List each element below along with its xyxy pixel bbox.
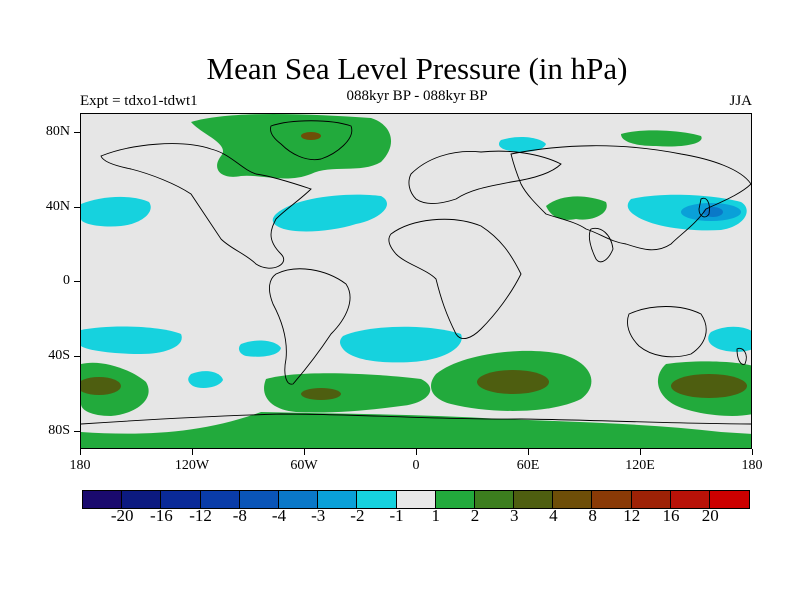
color-legend-cell	[474, 491, 515, 508]
asia-positive-region	[546, 196, 607, 220]
south-america-coast	[269, 268, 351, 385]
coastlines	[81, 120, 751, 425]
color-legend-label: -4	[271, 506, 287, 525]
color-legend-cell	[318, 491, 358, 508]
color-legend-label: -2	[350, 506, 365, 525]
positive-anomaly-regions	[81, 114, 751, 448]
color-legend-label: 2	[470, 506, 480, 525]
period-subtitle: 088kyr BP - 088kyr BP	[346, 88, 488, 104]
color-legend-label: 8	[588, 506, 597, 525]
color-legend-label: 4	[549, 506, 558, 525]
india-coast	[588, 227, 614, 263]
greenland-high-center	[301, 132, 321, 140]
longitude-label: 60W	[290, 458, 318, 473]
south-pacific-east-low-region	[238, 340, 281, 357]
color-legend-cell	[200, 491, 240, 508]
longitude-tick	[752, 449, 753, 455]
latitude-label: 40S	[48, 348, 70, 363]
south-indian-high-center	[477, 370, 549, 394]
longitude-label: 120W	[174, 458, 210, 473]
longitude-label: 180	[69, 458, 91, 473]
latitude-tick	[74, 207, 80, 208]
experiment-label: Expt = tdxo1-tdwt1	[80, 93, 198, 109]
color-legend-cell	[396, 491, 436, 508]
strong-positive-centers	[81, 132, 747, 400]
color-legend-cell	[435, 491, 475, 508]
color-legend-label: 1	[431, 506, 441, 525]
color-legend-cell	[631, 491, 671, 508]
color-legend-cell	[670, 491, 710, 508]
australia-coast	[627, 306, 707, 358]
longitude-tick	[304, 449, 305, 455]
longitude-tick	[80, 449, 81, 455]
greenland-coast	[270, 120, 353, 161]
color-legend-label: -1	[389, 506, 404, 525]
chart-title: Mean Sea Level Pressure (in hPa)	[206, 51, 628, 86]
strong-negative-centers	[681, 203, 741, 221]
map-canvas	[81, 114, 751, 448]
latitude-label: 40N	[45, 199, 70, 214]
latitude-label: 80N	[45, 124, 70, 139]
color-legend-cell	[83, 491, 123, 508]
color-legend-cell	[122, 491, 162, 508]
color-legend-cell	[357, 491, 397, 508]
south-pacific-west-high-center	[81, 377, 121, 395]
color-legend-label: -16	[150, 506, 173, 525]
color-legend-label: -12	[189, 506, 212, 525]
south-pacific-high-center	[671, 374, 747, 398]
new-zealand-coast	[736, 347, 747, 365]
color-legend-label: 16	[662, 506, 680, 525]
longitude-label: 180	[741, 458, 763, 473]
japan-coast	[698, 197, 710, 218]
color-legend-cell	[710, 491, 750, 508]
asia-coast	[510, 145, 751, 251]
pressure-map	[80, 113, 752, 449]
color-legend-cell	[553, 491, 593, 508]
latitude-tick	[74, 281, 80, 282]
season-label: JJA	[729, 93, 752, 109]
europe-coast	[408, 150, 562, 204]
antarctic-positive-band	[81, 412, 751, 448]
latitude-tick	[74, 356, 80, 357]
color-legend-label: -3	[311, 506, 326, 525]
south-atlantic-low-region	[340, 326, 462, 363]
longitude-tick	[528, 449, 529, 455]
color-legend-cell	[514, 491, 554, 508]
latitude-tick	[74, 132, 80, 133]
antarctica-coast	[81, 413, 751, 425]
latitude-label: 0	[63, 273, 70, 288]
arctic-low-region	[498, 137, 546, 152]
north-atlantic-low-region	[272, 194, 387, 232]
southern-ocean-low-region	[188, 371, 223, 388]
longitude-label: 120E	[625, 458, 655, 473]
arctic-east-positive-region	[621, 130, 702, 147]
north-pacific-low-region	[81, 196, 151, 227]
longitude-tick	[640, 449, 641, 455]
latitude-tick	[74, 431, 80, 432]
africa-coast	[388, 218, 522, 340]
longitude-tick	[416, 449, 417, 455]
color-legend-cell	[278, 491, 319, 508]
color-legend-label: 20	[701, 506, 719, 525]
longitude-label: 60E	[516, 458, 540, 473]
west-pacific-low-core	[703, 207, 723, 217]
tasman-low-region	[708, 326, 751, 352]
south-pacific-low-region	[81, 326, 182, 354]
latitude-label: 80S	[48, 423, 70, 438]
color-legend-cell	[592, 491, 632, 508]
north-america-coast	[100, 143, 312, 269]
color-legend-label: 12	[623, 506, 641, 525]
south-atlantic-high-center	[301, 388, 341, 400]
longitude-label: 0	[412, 458, 420, 473]
southern-atlantic-positive-region	[264, 373, 431, 413]
color-legend-cell	[161, 491, 201, 508]
color-legend-cell	[239, 491, 279, 508]
color-legend-label: 3	[509, 506, 519, 525]
longitude-tick	[192, 449, 193, 455]
color-legend-label: -20	[110, 506, 134, 525]
greenland-positive-region	[191, 114, 392, 179]
color-legend-label: -8	[232, 506, 247, 525]
color-legend-bar	[82, 490, 751, 509]
